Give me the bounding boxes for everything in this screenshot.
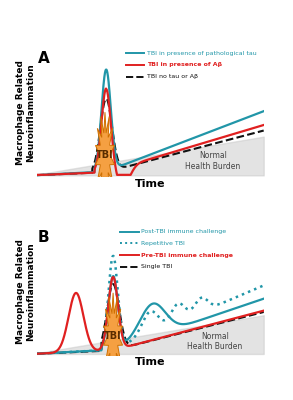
Text: Single TBI: Single TBI — [141, 264, 173, 269]
Text: Normal
Health Burden: Normal Health Burden — [188, 332, 243, 352]
Text: TBI: TBI — [96, 150, 114, 160]
Text: Post-TBI immune challenge: Post-TBI immune challenge — [141, 229, 226, 234]
Text: TBI: TBI — [104, 331, 122, 341]
Text: TBI in presence of Aβ: TBI in presence of Aβ — [147, 62, 222, 67]
X-axis label: Time: Time — [135, 357, 166, 367]
Text: B: B — [38, 230, 50, 245]
Y-axis label: Macrophage Related
Neuroinflammation: Macrophage Related Neuroinflammation — [16, 60, 35, 165]
Y-axis label: Macrophage Related
Neuroinflammation: Macrophage Related Neuroinflammation — [16, 239, 35, 344]
Polygon shape — [104, 293, 122, 378]
Text: Pre-TBI immune challenge: Pre-TBI immune challenge — [141, 253, 233, 258]
Text: Normal
Health Burden: Normal Health Burden — [185, 152, 240, 171]
Text: A: A — [38, 51, 50, 66]
X-axis label: Time: Time — [135, 179, 166, 189]
Text: Repetitive TBI: Repetitive TBI — [141, 241, 185, 246]
Polygon shape — [96, 112, 115, 198]
Text: TBI no tau or Aβ: TBI no tau or Aβ — [147, 74, 198, 79]
Text: TBI in presence of pathological tau: TBI in presence of pathological tau — [147, 50, 257, 56]
